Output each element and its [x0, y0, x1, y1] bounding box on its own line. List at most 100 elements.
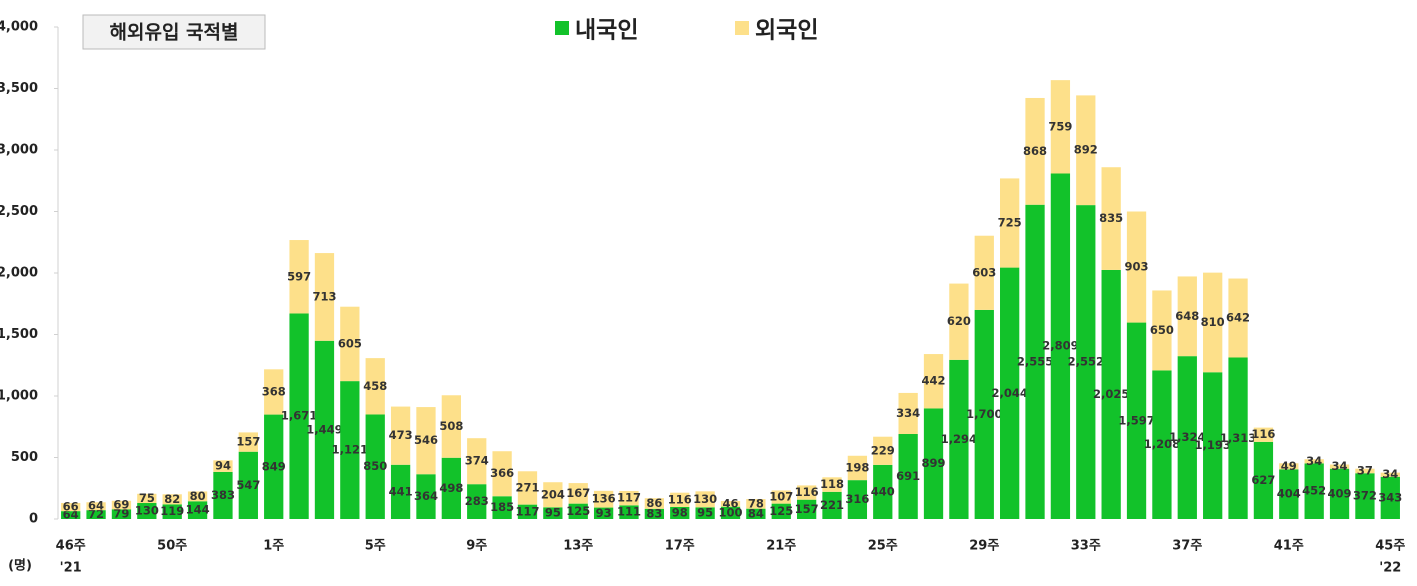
bar-segment [1152, 370, 1172, 519]
data-label: 892 [1074, 143, 1098, 157]
data-label: 117 [515, 504, 539, 518]
bar-segment [1329, 468, 1350, 519]
data-label: 198 [845, 460, 869, 474]
bar-segment [1050, 80, 1071, 174]
bar-segment [213, 471, 233, 519]
bar-segment [1228, 278, 1248, 358]
data-label: 1,193 [1194, 438, 1230, 452]
data-label: 84 [748, 506, 764, 520]
y-tick-label: 2,500 [0, 204, 38, 219]
bar-segment [517, 504, 538, 519]
data-label: 83 [646, 506, 662, 520]
data-label: 473 [389, 428, 413, 442]
data-label: 605 [338, 336, 362, 350]
y-tick-label: 4,000 [0, 20, 38, 35]
data-label: 316 [845, 492, 869, 506]
data-label: 86 [646, 496, 662, 510]
data-label: 167 [566, 486, 590, 500]
bar-segment [416, 407, 436, 475]
data-label: 404 [1277, 487, 1301, 501]
bar-segment [340, 381, 360, 519]
bar-segment [796, 485, 817, 500]
data-label: 185 [490, 500, 514, 514]
y-tick-label: 2,000 [0, 266, 38, 281]
bar-segment [695, 491, 715, 508]
bar-segment [593, 507, 614, 519]
data-label: 442 [922, 374, 946, 388]
bar-segment [441, 457, 461, 519]
bar-segment [1304, 459, 1324, 464]
bar-segment [467, 438, 487, 485]
data-label: 458 [363, 379, 387, 393]
x-tick-label: 5주 [365, 539, 386, 554]
bar-segment [111, 509, 132, 519]
data-label: 364 [414, 489, 438, 503]
y-tick-label: 500 [11, 450, 38, 465]
bar-segment [1101, 269, 1121, 519]
data-label: 98 [672, 505, 688, 519]
data-label: 46 [722, 496, 738, 510]
data-label: 372 [1353, 489, 1377, 503]
bar-segment [1228, 357, 1248, 519]
bar-segment [949, 283, 969, 360]
bar-segment [1126, 211, 1147, 323]
data-label: 144 [186, 503, 210, 517]
bar-segment [1253, 427, 1274, 442]
x-tick-label: 25주 [868, 539, 898, 554]
bar-segment [1177, 356, 1197, 519]
data-label: 116 [1251, 427, 1275, 441]
legend-label: 내국인 [575, 18, 638, 44]
data-label: 100 [718, 505, 742, 519]
legend-swatch [555, 21, 569, 35]
bar-segment [847, 480, 868, 519]
data-label: 221 [820, 498, 844, 512]
bar-segment [1050, 173, 1071, 520]
data-label: 75 [139, 491, 155, 505]
data-label: 66 [63, 500, 79, 514]
bar-segment [111, 500, 132, 510]
data-label: 130 [693, 492, 717, 506]
data-label: 440 [871, 484, 895, 498]
bar-segment [619, 505, 639, 519]
bar-segment [137, 503, 157, 519]
bar-segment [390, 464, 411, 519]
data-label: 78 [748, 496, 764, 510]
data-label: 95 [697, 506, 713, 520]
data-label: 34 [1332, 459, 1348, 473]
bar-segment [1126, 322, 1147, 519]
legend-swatch [735, 21, 749, 35]
bar-segment [923, 354, 944, 409]
data-label: 849 [262, 459, 286, 473]
bar-segment [1152, 290, 1172, 371]
data-label: 508 [439, 419, 463, 433]
x-tick-label: 41주 [1274, 539, 1304, 554]
bar-segment [467, 484, 487, 519]
bar-segment [568, 483, 588, 504]
bar-segment [517, 471, 538, 505]
data-label: 603 [972, 265, 996, 279]
data-label: 441 [389, 484, 413, 498]
bar-segment [314, 253, 335, 341]
bar-segment [974, 235, 994, 310]
bar-segment [86, 502, 106, 511]
data-label: 49 [1281, 459, 1297, 473]
bar-segment [1177, 276, 1197, 357]
bar-segment [61, 511, 81, 519]
data-label: 2,555 [1017, 354, 1053, 368]
data-label: 1,700 [966, 407, 1002, 421]
bar-segment [137, 493, 157, 504]
bar-segment [670, 506, 690, 519]
data-label: 597 [287, 269, 311, 283]
data-label: 80 [190, 489, 206, 503]
bar-segment [1279, 463, 1299, 470]
year-label: '22 [1379, 561, 1401, 576]
data-label: 107 [769, 490, 793, 504]
bar-segment [314, 340, 335, 519]
bar-segment [1000, 267, 1020, 519]
bar-segment [492, 451, 512, 497]
y-tick-label: 3,500 [0, 81, 38, 96]
bar-segment [822, 477, 842, 492]
data-label: 37 [1357, 463, 1373, 477]
bar-segment [492, 496, 512, 519]
bar-segment [238, 432, 258, 452]
